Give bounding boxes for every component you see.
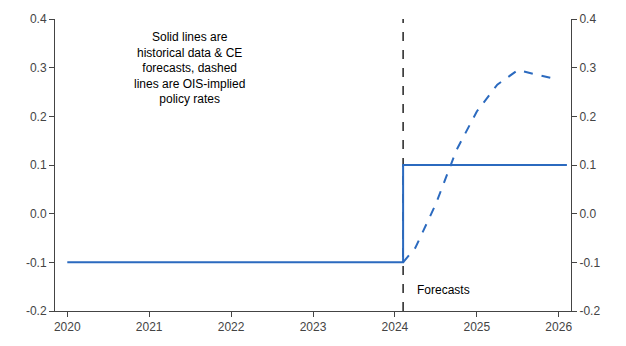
svg-text:0.4: 0.4 [30, 12, 47, 26]
svg-text:-0.1: -0.1 [579, 256, 600, 270]
svg-text:2024: 2024 [382, 320, 409, 334]
svg-text:2023: 2023 [300, 320, 327, 334]
svg-text:2025: 2025 [463, 320, 490, 334]
svg-text:-0.1: -0.1 [26, 256, 47, 270]
svg-text:0.1: 0.1 [579, 158, 596, 172]
svg-text:-0.2: -0.2 [26, 304, 47, 318]
svg-text:Solid lines arehistorical data: Solid lines arehistorical data & CEforec… [134, 30, 245, 106]
svg-text:2020: 2020 [54, 320, 81, 334]
svg-text:0.3: 0.3 [30, 61, 47, 75]
svg-text:Forecasts: Forecasts [417, 283, 470, 297]
svg-text:0.2: 0.2 [579, 110, 596, 124]
svg-text:2026: 2026 [545, 320, 572, 334]
svg-text:2021: 2021 [136, 320, 163, 334]
svg-text:0.0: 0.0 [579, 207, 596, 221]
svg-text:-0.2: -0.2 [579, 304, 600, 318]
svg-text:0.2: 0.2 [30, 110, 47, 124]
svg-text:0.0: 0.0 [30, 207, 47, 221]
svg-text:0.1: 0.1 [30, 158, 47, 172]
svg-text:0.3: 0.3 [579, 61, 596, 75]
svg-text:0.4: 0.4 [579, 12, 596, 26]
svg-text:2022: 2022 [218, 320, 245, 334]
